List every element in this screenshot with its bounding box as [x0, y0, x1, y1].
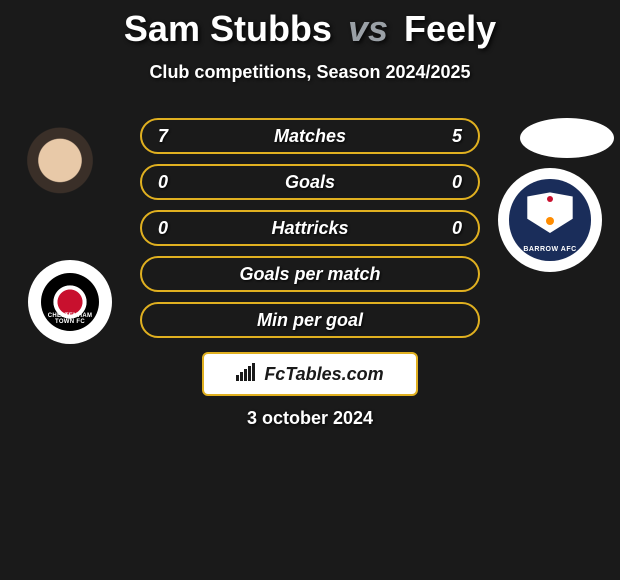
stats-list: 7 Matches 5 0 Goals 0 0 Hattricks 0 Goal… — [140, 118, 480, 348]
stat-label: Min per goal — [188, 310, 432, 331]
stat-label: Hattricks — [188, 218, 432, 239]
player2-club-crest: BARROW AFC — [498, 168, 602, 272]
stat-right-value: 5 — [432, 126, 462, 147]
crest-right-text: BARROW AFC — [509, 246, 590, 253]
crest-right-graphic: BARROW AFC — [509, 179, 590, 260]
crest-left-graphic: CHELTENHAM TOWN FC — [41, 273, 100, 332]
attribution-badge: FcTables.com — [202, 352, 418, 396]
crest-left-text: CHELTENHAM TOWN FC — [41, 313, 100, 325]
stat-right-value: 0 — [432, 172, 462, 193]
stat-left-value: 7 — [158, 126, 188, 147]
stat-row-min-per-goal: Min per goal — [140, 302, 480, 338]
stat-row-goals-per-match: Goals per match — [140, 256, 480, 292]
player1-club-crest: CHELTENHAM TOWN FC — [28, 260, 112, 344]
stat-row-goals: 0 Goals 0 — [140, 164, 480, 200]
stat-left-value: 0 — [158, 172, 188, 193]
crest-right-shield — [527, 192, 572, 233]
subtitle: Club competitions, Season 2024/2025 — [0, 62, 620, 83]
comparison-card: Sam Stubbs vs Feely Club competitions, S… — [0, 0, 620, 580]
vs-separator: vs — [348, 8, 388, 49]
player2-name: Feely — [404, 8, 496, 49]
date-label: 3 october 2024 — [0, 408, 620, 429]
stat-row-matches: 7 Matches 5 — [140, 118, 480, 154]
page-title: Sam Stubbs vs Feely — [0, 8, 620, 50]
stat-left-value: 0 — [158, 218, 188, 239]
stat-label: Goals per match — [188, 264, 432, 285]
player1-name: Sam Stubbs — [124, 8, 332, 49]
stat-label: Goals — [188, 172, 432, 193]
attribution-text: FcTables.com — [264, 364, 383, 385]
player2-avatar — [520, 118, 614, 158]
player1-avatar — [8, 124, 112, 228]
stat-label: Matches — [188, 126, 432, 147]
stat-row-hattricks: 0 Hattricks 0 — [140, 210, 480, 246]
bar-chart-icon — [236, 363, 258, 386]
stat-right-value: 0 — [432, 218, 462, 239]
